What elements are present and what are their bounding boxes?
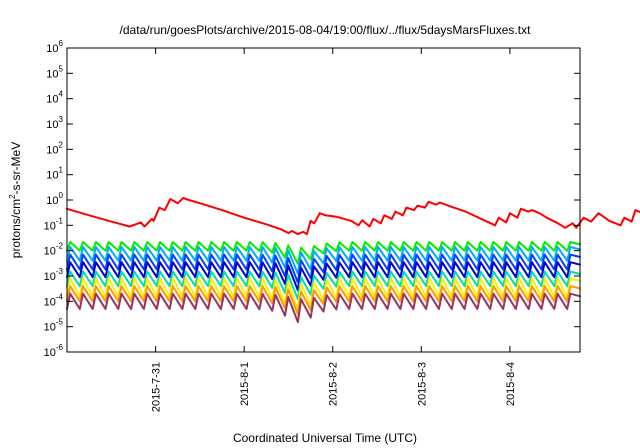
y-tick-base: 10 bbox=[46, 195, 58, 207]
y-tick-base: 10 bbox=[44, 296, 56, 308]
x-axis: 2015-7-31 2015-8-1 2015-8-2 2015-8-3 2015-8-… bbox=[151, 48, 517, 412]
y-tick-base: 10 bbox=[44, 220, 56, 232]
chart-title: /data/run/goesPlots/archive/2015-08-04/1… bbox=[120, 23, 532, 37]
y-tick-base: 10 bbox=[44, 347, 56, 359]
x-axis-label: Coordinated Universal Time (UTC) bbox=[233, 431, 417, 445]
series-line-5 bbox=[66, 261, 581, 292]
x-tick-label: 2015-8-3 bbox=[416, 362, 428, 406]
series-line-2 bbox=[66, 241, 581, 265]
y-tick-exp: 4 bbox=[59, 90, 64, 99]
y-tick-base: 10 bbox=[46, 43, 58, 55]
y-tick-label: 10-6 bbox=[44, 343, 64, 359]
x-tick-label: 2015-8-1 bbox=[239, 362, 251, 406]
x-tick-label: 2015-8-2 bbox=[328, 362, 340, 406]
y-tick-label: 103 bbox=[46, 115, 63, 131]
y-tick-exp: -3 bbox=[56, 267, 64, 276]
y-tick-exp: 0 bbox=[59, 191, 64, 200]
series-line-3 bbox=[66, 246, 581, 275]
y-tick-base: 10 bbox=[44, 246, 56, 258]
plot-frame bbox=[66, 47, 581, 353]
y-axis-label-before: protons/cm bbox=[9, 199, 23, 258]
y-tick-label: 10-3 bbox=[44, 267, 64, 283]
y-tick-exp: 2 bbox=[59, 140, 64, 149]
y-axis-label: protons/cm2-s-sr-MeV bbox=[8, 142, 23, 258]
y-tick-label: 100 bbox=[46, 191, 63, 207]
y-tick-label: 106 bbox=[46, 39, 63, 55]
y-tick-label: 10-1 bbox=[44, 216, 64, 232]
y-tick-exp: 1 bbox=[59, 166, 64, 175]
y-tick-base: 10 bbox=[46, 119, 58, 131]
y-tick-exp: 5 bbox=[59, 64, 64, 73]
y-tick-label: 102 bbox=[46, 140, 63, 156]
y-tick-label: 10-2 bbox=[44, 242, 64, 258]
series-line-6 bbox=[66, 270, 581, 301]
y-tick-base: 10 bbox=[44, 271, 56, 283]
series-line-8 bbox=[66, 285, 581, 316]
series-line-9 bbox=[66, 292, 581, 324]
y-tick-exp: 6 bbox=[59, 39, 64, 48]
y-tick-exp: 3 bbox=[59, 115, 64, 124]
y-tick-base: 10 bbox=[46, 144, 58, 156]
y-tick-base: 10 bbox=[46, 68, 58, 80]
plot-area bbox=[66, 197, 640, 324]
y-tick-label: 101 bbox=[46, 166, 63, 182]
y-axis: 10-610-510-410-310-210-11001011021031041… bbox=[44, 39, 580, 359]
y-tick-exp: -1 bbox=[56, 216, 64, 225]
y-tick-exp: -6 bbox=[56, 343, 64, 352]
y-tick-base: 10 bbox=[44, 322, 56, 334]
y-tick-label: 10-5 bbox=[44, 318, 64, 334]
y-tick-label: 105 bbox=[46, 64, 63, 80]
y-tick-base: 10 bbox=[46, 94, 58, 106]
y-tick-base: 10 bbox=[46, 170, 58, 182]
x-tick-label: 2015-7-31 bbox=[151, 362, 163, 412]
series-line-4 bbox=[66, 253, 581, 284]
y-tick-exp: -5 bbox=[56, 318, 64, 327]
y-tick-label: 10-4 bbox=[44, 292, 64, 308]
y-axis-label-after: -s-sr-MeV bbox=[9, 142, 23, 195]
y-tick-exp: -4 bbox=[56, 292, 64, 301]
y-tick-exp: -2 bbox=[56, 242, 64, 251]
y-axis-label-sup: 2 bbox=[8, 194, 17, 199]
series-line-1 bbox=[66, 197, 640, 236]
y-tick-label: 104 bbox=[46, 90, 63, 106]
x-tick-label: 2015-8-4 bbox=[505, 362, 517, 406]
